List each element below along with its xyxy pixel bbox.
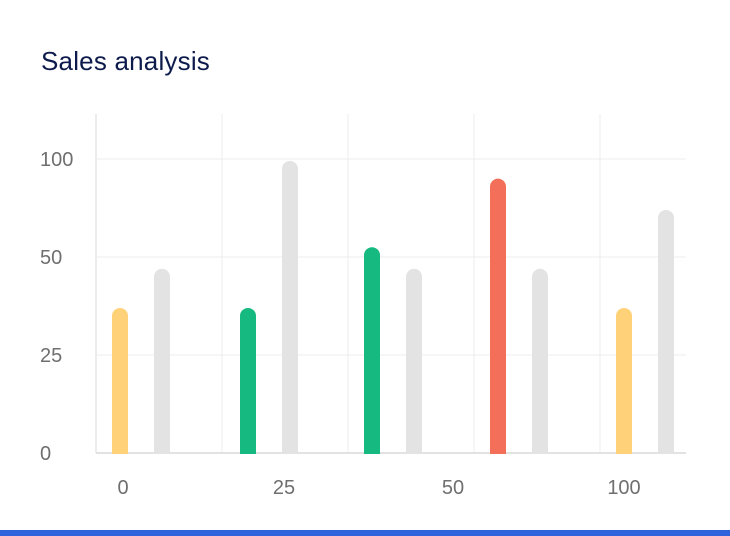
bottom-accent-bar [0,530,730,536]
x-tick-label: 25 [273,477,295,499]
baseline-mask [96,454,696,464]
y-tick-label: 0 [40,443,51,465]
grid-layer [95,114,686,454]
x-tick-label: 100 [607,477,640,499]
x-tick-label: 0 [117,477,128,499]
bar-secondary [532,268,548,461]
bar-secondary [282,160,298,461]
bar-primary [112,307,128,461]
x-tick-label: 50 [442,477,464,499]
bar-primary [616,307,632,461]
bars-layer [96,160,696,464]
bar-secondary [154,268,170,461]
bar-secondary [658,209,674,461]
bar-secondary [406,268,422,461]
y-tick-label: 100 [40,149,73,171]
y-tick-label: 50 [40,247,62,269]
chart-title: Sales analysis [41,46,210,76]
y-tick-label: 25 [40,345,62,367]
y-axis-labels: 0 25 50 100 [40,149,73,465]
bar-primary [364,247,380,461]
bar-primary [240,307,256,461]
x-axis-labels: 0 25 50 100 [117,477,640,499]
bar-primary [490,178,506,461]
